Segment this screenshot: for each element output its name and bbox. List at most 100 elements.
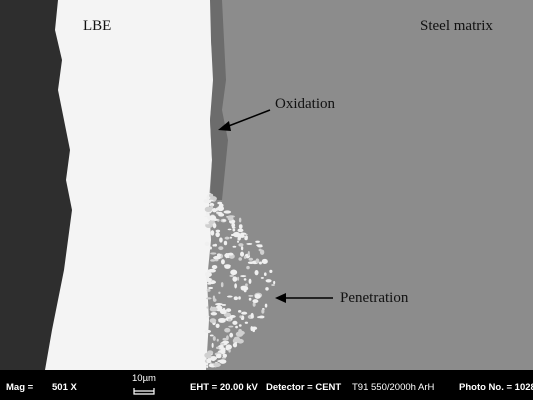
- speckle: [205, 207, 212, 212]
- speckle: [217, 206, 224, 211]
- speckle: [257, 316, 262, 318]
- speckle: [252, 299, 258, 303]
- speckle: [234, 296, 238, 300]
- speckle: [223, 354, 227, 358]
- speckle: [245, 322, 248, 324]
- speckle: [235, 342, 238, 344]
- speckle: [218, 292, 220, 294]
- speckle: [224, 265, 230, 269]
- speckle: [218, 246, 223, 250]
- label-oxidation: Oxidation: [275, 96, 335, 112]
- speckle: [225, 237, 230, 240]
- speckle: [207, 282, 211, 284]
- speckle: [255, 294, 261, 299]
- speckle: [206, 358, 211, 363]
- speckle: [239, 224, 243, 228]
- speckle: [206, 306, 208, 308]
- speckle: [212, 343, 214, 348]
- speckle: [265, 304, 268, 308]
- speckle: [211, 312, 217, 316]
- speckle: [250, 326, 253, 331]
- speckle: [237, 229, 243, 233]
- speckle: [232, 321, 237, 325]
- speckle: [238, 235, 241, 241]
- speckle: [241, 246, 243, 250]
- speckle: [218, 350, 225, 353]
- speckle: [249, 279, 252, 284]
- speckle: [205, 225, 212, 227]
- speckle: [232, 229, 235, 232]
- speckle: [246, 243, 252, 245]
- speckle: [234, 283, 237, 288]
- speckle: [206, 297, 212, 299]
- speckle: [241, 286, 249, 291]
- speckle: [216, 354, 222, 359]
- speckle: [261, 277, 264, 279]
- speckle: [226, 335, 229, 340]
- speckle: [207, 289, 211, 292]
- speckle: [240, 232, 246, 234]
- speckle: [206, 200, 213, 202]
- speckle: [232, 227, 236, 229]
- speckle: [215, 232, 220, 237]
- speckle: [244, 256, 247, 259]
- speckle: [273, 281, 275, 284]
- speckle: [226, 344, 232, 349]
- micrograph: LBE Steel matrix Oxidation Penetration M…: [0, 0, 533, 400]
- label-penetration: Penetration: [340, 290, 409, 306]
- speckle: [251, 313, 254, 319]
- speckle: [228, 253, 233, 256]
- speckle: [220, 309, 227, 314]
- speckle: [207, 350, 213, 354]
- speckle: [233, 246, 237, 248]
- speckle: [218, 318, 226, 322]
- speckle: [238, 310, 241, 313]
- speckle: [206, 366, 208, 369]
- speckle: [255, 241, 260, 243]
- speckle: [244, 278, 247, 281]
- speckle: [269, 270, 272, 273]
- speckle: [240, 275, 246, 277]
- speckle: [206, 316, 209, 318]
- speckle: [206, 275, 209, 280]
- speckle: [230, 237, 232, 239]
- speckle: [237, 240, 239, 243]
- speckle: [259, 262, 262, 265]
- speckle: [205, 242, 210, 246]
- speckle: [224, 328, 230, 333]
- speckle: [228, 319, 231, 322]
- speckle: [226, 308, 231, 312]
- speckle: [213, 223, 217, 228]
- speckle: [255, 270, 259, 275]
- speckle: [240, 330, 242, 334]
- speckle: [248, 258, 253, 261]
- speckle: [256, 258, 260, 263]
- speckle: [224, 210, 232, 213]
- speckle: [240, 252, 244, 257]
- speckle: [237, 277, 239, 281]
- speckle: [221, 282, 224, 287]
- speckle: [230, 270, 237, 276]
- speckle: [246, 266, 250, 269]
- speckle: [238, 296, 241, 299]
- mag-value: 501 X: [52, 382, 77, 393]
- speckle: [229, 333, 233, 338]
- speckle: [224, 241, 227, 246]
- speckle: [211, 230, 215, 236]
- speckle: [230, 317, 234, 319]
- speckle: [229, 275, 234, 277]
- speckle: [239, 324, 242, 326]
- speckle: [219, 237, 223, 242]
- speckle: [260, 250, 264, 255]
- speckle: [213, 336, 216, 341]
- speckle: [248, 295, 253, 297]
- speckle: [224, 341, 229, 343]
- speckle: [210, 335, 214, 337]
- speckle: [210, 252, 216, 254]
- speckle: [228, 326, 233, 328]
- speckle: [248, 251, 250, 256]
- speckle: [213, 295, 215, 300]
- speckle: [238, 243, 243, 247]
- speckle: [238, 257, 242, 261]
- speckle: [237, 339, 244, 344]
